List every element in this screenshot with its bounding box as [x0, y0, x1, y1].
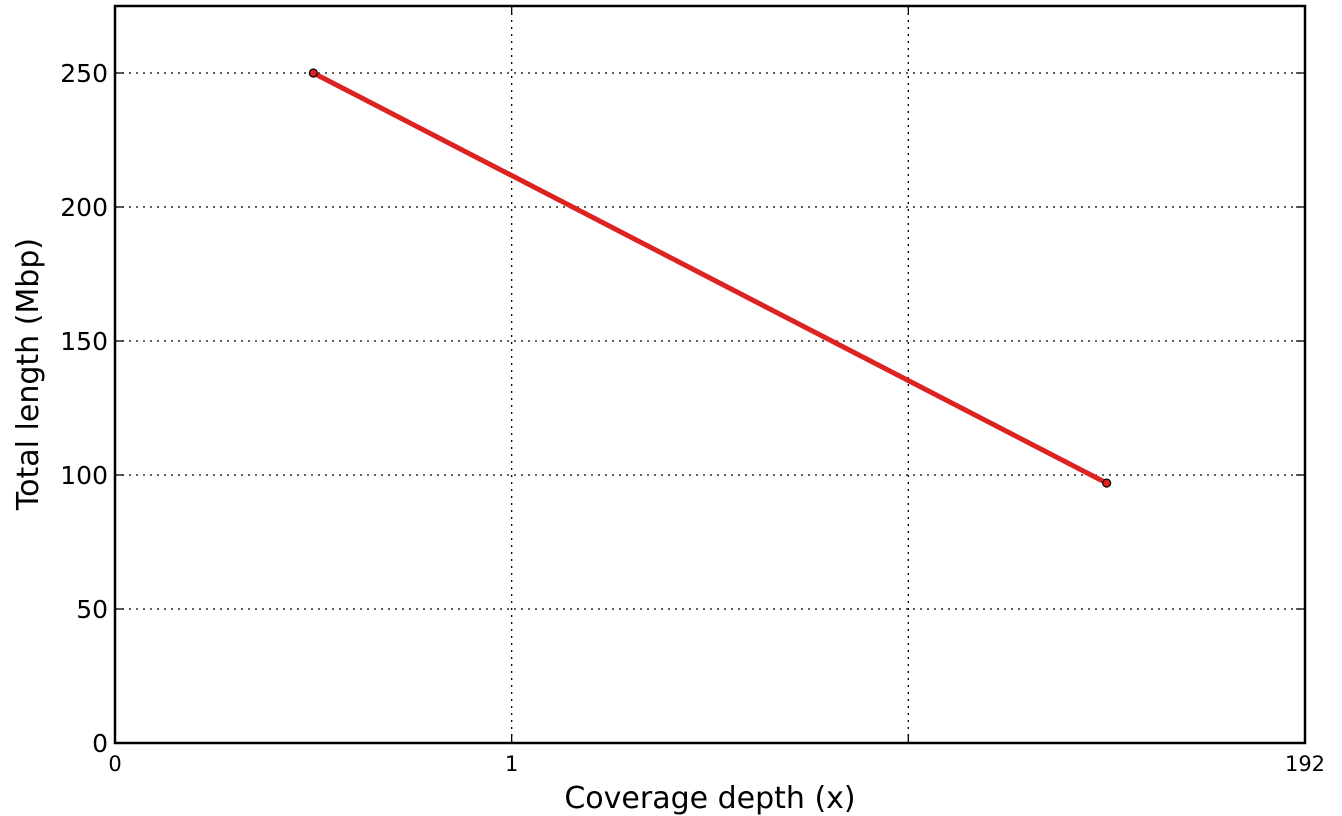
- y-tick-label: 150: [60, 327, 108, 356]
- x-axis-title: Coverage depth (x): [564, 781, 855, 816]
- y-tick-label: 200: [60, 193, 108, 222]
- tick-layer: [114, 6, 1306, 744]
- y-tick-label: 100: [60, 461, 108, 490]
- series-layer: [308, 68, 1112, 488]
- series-line: [312, 70, 1108, 486]
- plot-frame: [113, 4, 1307, 745]
- y-axis-title: Total length (Mbp): [11, 238, 46, 511]
- x-tick-label: 192: [1285, 752, 1325, 776]
- y-tick-label: 50: [76, 595, 108, 624]
- y-tick-label: 250: [60, 59, 108, 88]
- data-point: [308, 68, 318, 78]
- data-point: [1102, 478, 1112, 488]
- y-tick-label: 0: [92, 729, 108, 758]
- label-layer: 0 50 100 150 200 250 0 1 192: [60, 59, 1325, 776]
- grid-layer: [115, 6, 1305, 743]
- x-tick-label: 1: [505, 752, 518, 776]
- x-tick-label: 0: [108, 752, 121, 776]
